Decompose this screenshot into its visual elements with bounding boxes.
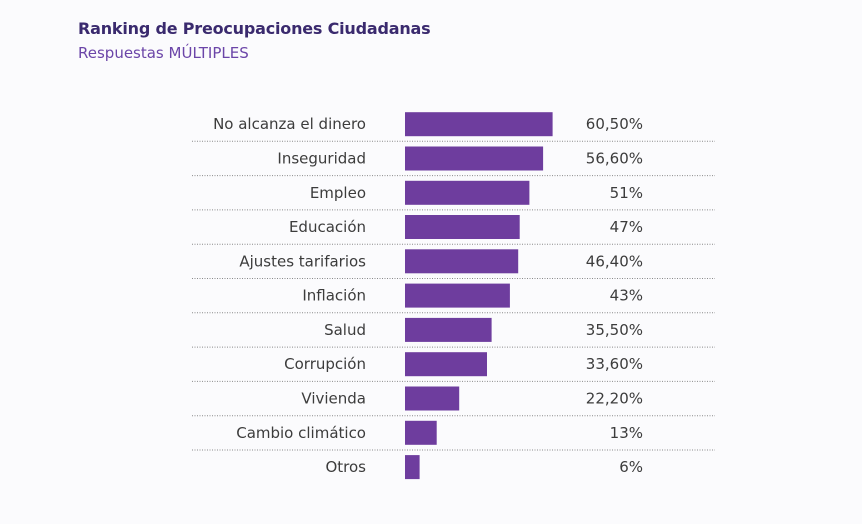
value-label: 56,60%: [586, 150, 643, 168]
category-label: Otros: [325, 458, 366, 476]
category-label: Corrupción: [284, 355, 366, 373]
bar-0: [405, 112, 553, 137]
category-label: Inflación: [302, 287, 366, 305]
category-label: Cambio climático: [236, 424, 366, 442]
bar-8: [405, 386, 460, 411]
bar-3: [405, 215, 520, 239]
value-label: 60,50%: [586, 115, 643, 133]
value-label: 13%: [610, 424, 643, 442]
category-label: Empleo: [310, 184, 366, 202]
value-label: 6%: [619, 458, 643, 476]
bar-1: [405, 146, 544, 171]
value-label: 43%: [610, 287, 643, 305]
bar-9: [405, 420, 437, 445]
value-label: 33,60%: [586, 355, 643, 373]
bar-5: [405, 283, 510, 308]
value-label: 47%: [610, 218, 643, 236]
category-label: Inseguridad: [277, 150, 366, 168]
bar-7: [405, 352, 487, 377]
category-label: Vivienda: [301, 390, 366, 408]
chart-subtitle: Respuestas MÚLTIPLES: [78, 44, 249, 62]
bar-10: [405, 455, 420, 480]
chart-title: Ranking de Preocupaciones Ciudadanas: [78, 19, 431, 38]
value-label: 35,50%: [586, 321, 643, 339]
category-label: Educación: [289, 218, 366, 236]
bar-2: [405, 180, 530, 205]
bar-6: [405, 317, 492, 342]
category-label: Salud: [324, 321, 366, 339]
value-label: 46,40%: [586, 252, 643, 270]
category-label: Ajustes tarifarios: [239, 252, 366, 270]
category-label: No alcanza el dinero: [213, 115, 366, 133]
value-label: 51%: [610, 184, 643, 202]
value-label: 22,20%: [586, 390, 643, 408]
bar-4: [405, 249, 519, 274]
